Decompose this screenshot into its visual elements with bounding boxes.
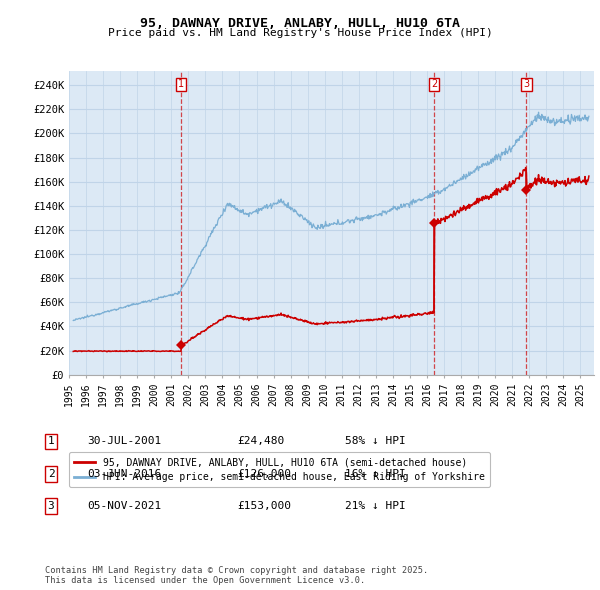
Text: 1: 1 [178, 80, 184, 90]
Text: 1: 1 [47, 437, 55, 446]
Text: 16% ↓ HPI: 16% ↓ HPI [345, 469, 406, 478]
Text: 03-JUN-2016: 03-JUN-2016 [87, 469, 161, 478]
Text: 3: 3 [523, 80, 530, 90]
Text: 58% ↓ HPI: 58% ↓ HPI [345, 437, 406, 446]
Text: 2: 2 [431, 80, 437, 90]
Text: £153,000: £153,000 [237, 502, 291, 511]
Text: 95, DAWNAY DRIVE, ANLABY, HULL, HU10 6TA: 95, DAWNAY DRIVE, ANLABY, HULL, HU10 6TA [140, 17, 460, 30]
Text: 05-NOV-2021: 05-NOV-2021 [87, 502, 161, 511]
Text: 21% ↓ HPI: 21% ↓ HPI [345, 502, 406, 511]
Text: 30-JUL-2001: 30-JUL-2001 [87, 437, 161, 446]
Text: Price paid vs. HM Land Registry's House Price Index (HPI): Price paid vs. HM Land Registry's House … [107, 28, 493, 38]
Text: £126,000: £126,000 [237, 469, 291, 478]
Legend: 95, DAWNAY DRIVE, ANLABY, HULL, HU10 6TA (semi-detached house), HPI: Average pri: 95, DAWNAY DRIVE, ANLABY, HULL, HU10 6TA… [69, 453, 490, 487]
Text: £24,480: £24,480 [237, 437, 284, 446]
Text: Contains HM Land Registry data © Crown copyright and database right 2025.
This d: Contains HM Land Registry data © Crown c… [45, 566, 428, 585]
Text: 3: 3 [47, 502, 55, 511]
Text: 2: 2 [47, 469, 55, 478]
